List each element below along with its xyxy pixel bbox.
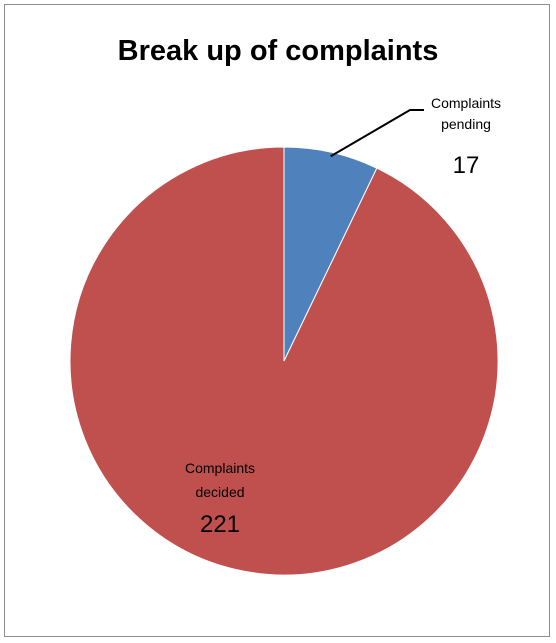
- pie-slice-complaints-decided: [69, 146, 499, 576]
- label-name-line-2: decided: [195, 484, 244, 500]
- label-name-line-1: Complaints: [185, 460, 255, 476]
- data-label-complaints-pending: Complaints pending 17: [431, 95, 501, 179]
- leader-line: [330, 109, 424, 158]
- label-value: 17: [453, 152, 480, 179]
- label-name-line-2: pending: [441, 116, 491, 132]
- chart-title: Break up of complaints: [117, 35, 439, 67]
- label-value: 221: [200, 511, 240, 538]
- data-label-complaints-decided: Complaints decided 221: [185, 460, 255, 538]
- label-name-line-1: Complaints: [431, 95, 501, 111]
